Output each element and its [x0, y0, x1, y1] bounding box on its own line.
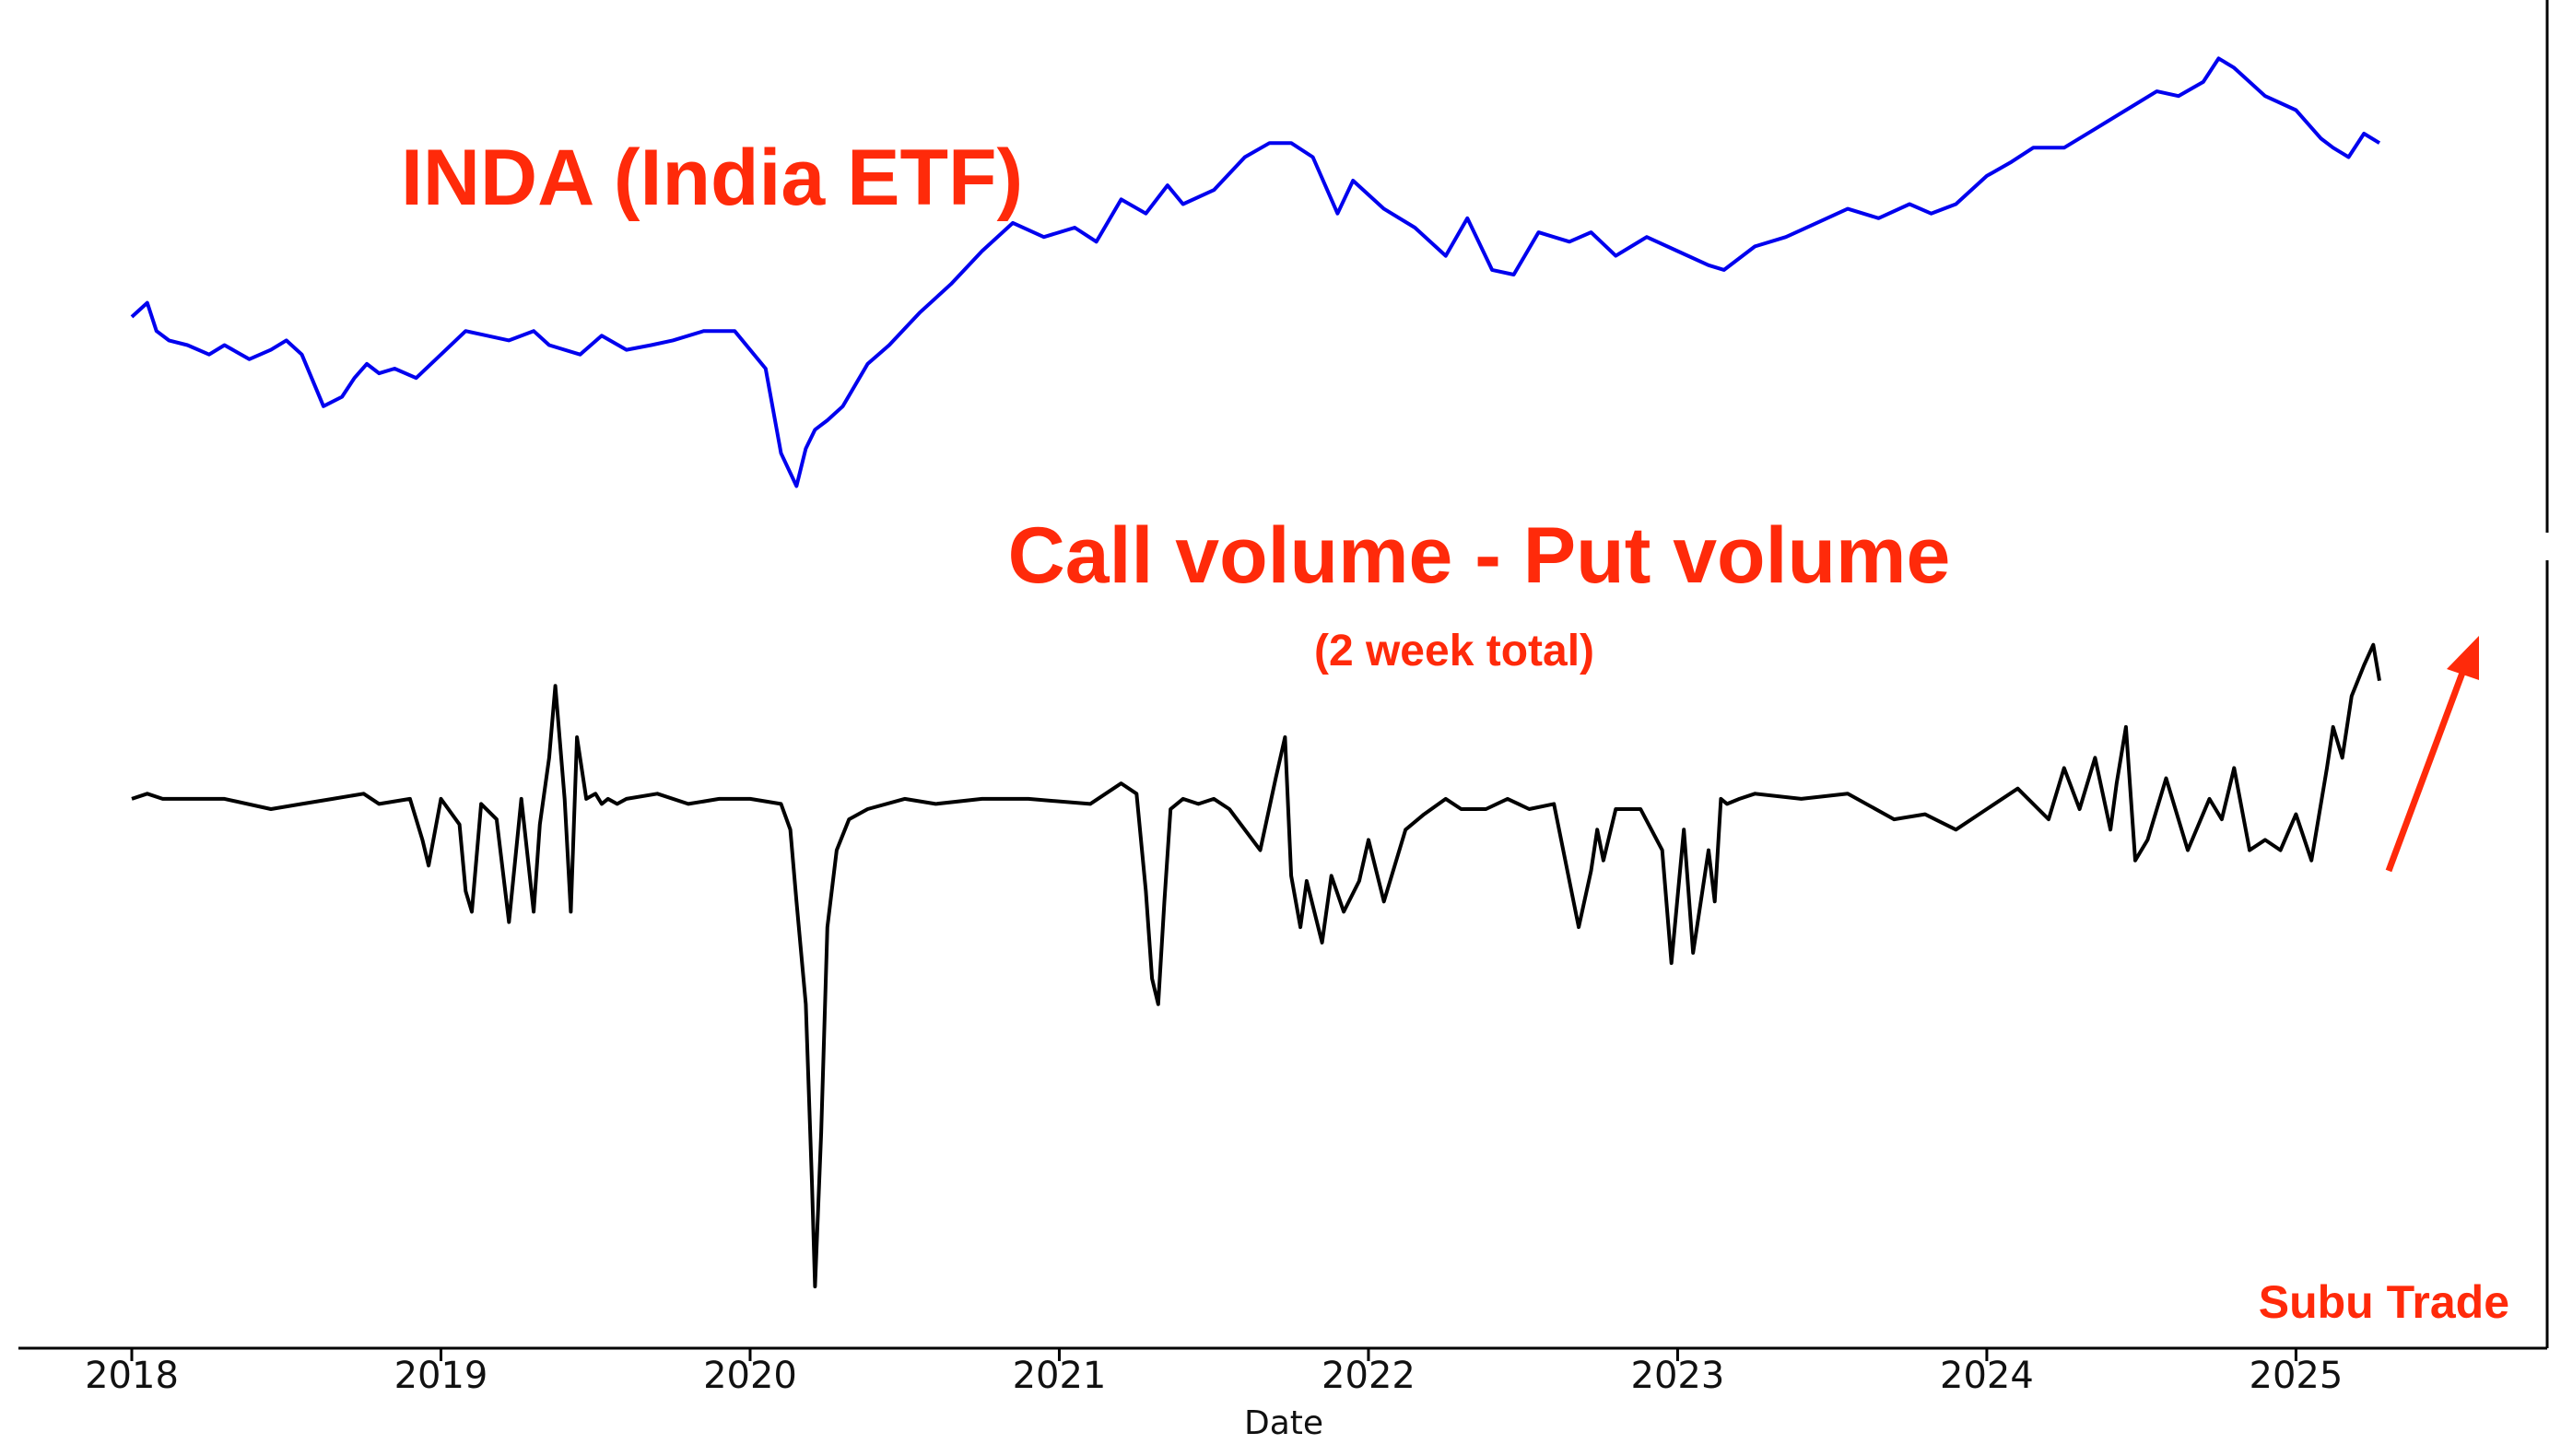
x-tick-label-2024: 2024	[1940, 1355, 2034, 1397]
inda-price-line	[130, 56, 2381, 488]
x-tick-label-2025: 2025	[2250, 1355, 2344, 1397]
x-tick-label-2023: 2023	[1631, 1355, 1725, 1397]
call-put-subtitle: (2 week total)	[1314, 627, 1594, 675]
x-axis-ticks: 2018 2019 2020 2021 2022 2023 2024 2025	[85, 1348, 2343, 1397]
inda-title: INDA (India ETF)	[401, 134, 1023, 222]
watermark: Subu Trade	[2259, 1276, 2509, 1328]
x-tick-label-2018: 2018	[85, 1355, 179, 1397]
call-put-title: Call volume - Put volume	[1008, 511, 1951, 600]
x-tick-label-2021: 2021	[1013, 1355, 1107, 1397]
x-tick-label-2020: 2020	[703, 1355, 797, 1397]
up-trend-arrow-head	[2447, 636, 2479, 680]
x-tick-label-2022: 2022	[1322, 1355, 1416, 1397]
up-trend-arrow	[2385, 663, 2469, 873]
call-minus-put-line	[131, 642, 2381, 1289]
x-axis-label: Date	[1244, 1404, 1323, 1442]
x-tick-label-2019: 2019	[394, 1355, 488, 1397]
